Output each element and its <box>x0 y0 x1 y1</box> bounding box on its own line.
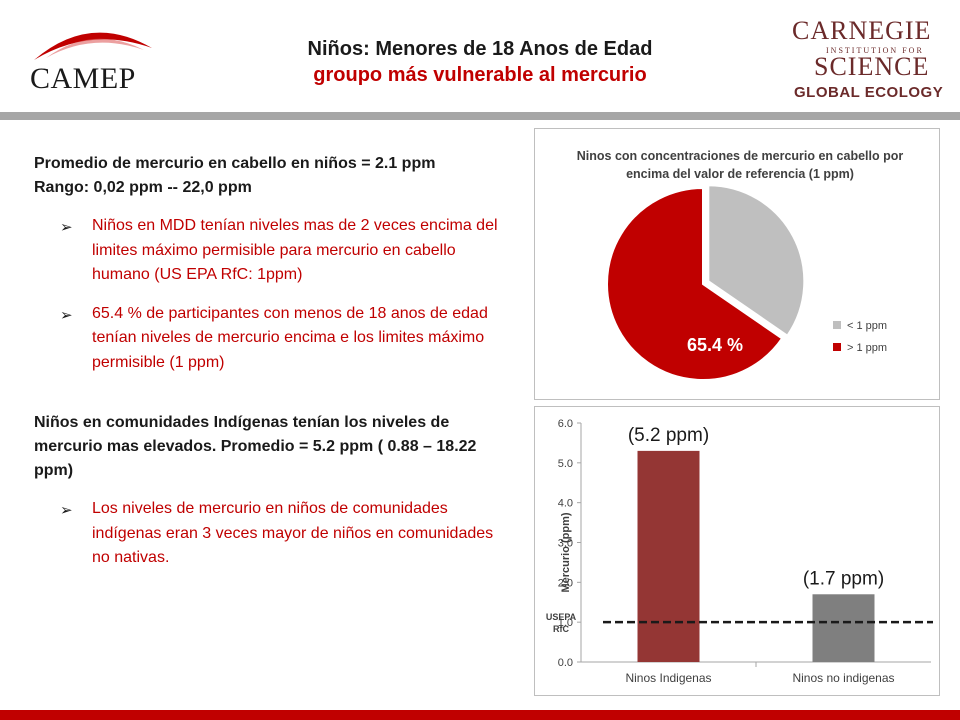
bullet-item: ➢ Niños en MDD tenían niveles mas de 2 v… <box>34 214 514 288</box>
text-column: Promedio de mercurio en cabello en niños… <box>34 152 514 571</box>
y-tick-label: 3.0 <box>558 538 573 550</box>
camep-logo-text: CAMEP <box>30 62 136 95</box>
reference-line-label: RfC <box>553 624 569 634</box>
pie-chart-panel: 65.4 % < 1 ppm > 1 ppm Ninos con concentra… <box>534 128 940 400</box>
arrow-bullet-icon: ➢ <box>60 219 73 236</box>
carnegie-logo-line1: CARNEGIE <box>792 16 932 45</box>
camep-arc-icon <box>34 32 152 60</box>
bullet-text: 65.4 % de participantes con menos de 18 … <box>92 304 488 371</box>
legend-swatch <box>833 321 841 329</box>
bar <box>637 450 700 662</box>
legend-swatch <box>833 343 841 351</box>
arrow-bullet-icon: ➢ <box>60 502 73 519</box>
x-tick-label: Ninos Indigenas <box>625 671 711 685</box>
y-tick-label: 0.0 <box>558 657 573 669</box>
y-tick-label: 6.0 <box>558 418 573 430</box>
carnegie-logo-line2: INSTITUTION FOR <box>826 46 924 55</box>
carnegie-logo-line3: SCIENCE <box>814 52 930 81</box>
header: CAMEP Niños: Menores de 18 Anos de Edad … <box>0 0 960 112</box>
page-title: Niños: Menores de 18 Anos de Edad <box>307 38 653 60</box>
indigenous-paragraph: Niños en comunidades Indígenas tenían lo… <box>34 414 477 479</box>
mean-statistic: Promedio de mercurio en cabello en niños… <box>34 155 436 172</box>
bar-data-label: (1.7 ppm) <box>803 568 884 589</box>
bullet-text: Los niveles de mercurio en niños de comu… <box>92 500 494 566</box>
y-tick-label: 1.0 <box>558 617 573 629</box>
reference-line-label: USEPA <box>546 612 577 622</box>
bullet-text: Niños en MDD tenían niveles mas de 2 vec… <box>92 217 498 283</box>
pie-chart-title: Ninos con concentraciones de mercurio en… <box>576 149 904 181</box>
y-tick-label: 5.0 <box>558 458 573 470</box>
camep-logo: CAMEP <box>22 18 162 98</box>
y-axis-label: Mercurio (ppm) <box>560 512 572 592</box>
carnegie-logo-line4: GLOBAL ECOLOGY <box>794 84 944 101</box>
bar-chart: 0.0 1.0 2.0 3.0 4.0 5.0 6.0 Mercurio (ppm) Ninos… <box>546 418 933 685</box>
pie-data-label: 65.4 % <box>687 335 743 355</box>
legend-label: > 1 ppm <box>847 342 887 354</box>
page-subtitle: groupo más vulnerable al mercurio <box>313 64 647 86</box>
header-divider <box>0 112 960 120</box>
range-statistic: Rango: 0,02 ppm -- 22,0 ppm <box>34 179 252 196</box>
bullet-item: ➢ 65.4 % de participantes con menos de 1… <box>34 302 514 376</box>
bullet-item: ➢ Los niveles de mercurio en niños de co… <box>34 497 514 571</box>
title-block: Niños: Menores de 18 Anos de Edad groupo… <box>220 36 740 88</box>
bar-data-label: (5.2 ppm) <box>628 425 709 446</box>
x-tick-label: Ninos no indigenas <box>792 671 894 685</box>
arrow-bullet-icon: ➢ <box>60 306 73 324</box>
carnegie-logo: CARNEGIE INSTITUTION FOR SCIENCE GLOBAL … <box>784 16 950 106</box>
y-tick-label: 2.0 <box>558 577 573 589</box>
bar-chart-panel: 0.0 1.0 2.0 3.0 4.0 5.0 6.0 Mercurio (ppm) Ninos… <box>534 406 940 696</box>
bar <box>812 594 875 662</box>
legend-label: < 1 ppm <box>847 320 887 332</box>
y-tick-label: 4.0 <box>558 498 573 510</box>
pie-slice <box>707 184 806 338</box>
pie-slice <box>606 186 784 381</box>
pie-chart: 65.4 % < 1 ppm > 1 ppm <box>606 184 887 381</box>
footer-divider <box>0 710 960 720</box>
